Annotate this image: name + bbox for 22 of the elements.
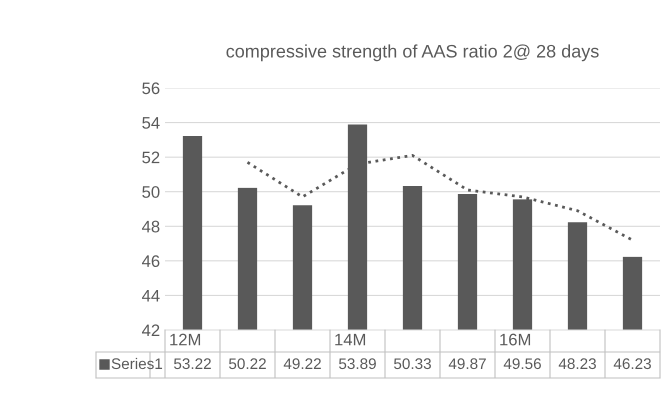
- y-tick-label: 54: [142, 117, 160, 129]
- y-tick-label: 50: [142, 186, 160, 198]
- y-tick-label: 52: [142, 152, 160, 164]
- y-tick-label: 56: [142, 82, 160, 94]
- data-label: 49.56: [504, 358, 541, 370]
- x-tick-label: 16M: [500, 334, 530, 346]
- data-label: 50.22: [228, 358, 266, 370]
- y-tick-label: 44: [142, 290, 160, 302]
- data-label: 49.22: [284, 358, 321, 370]
- data-label: 46.23: [614, 358, 651, 370]
- data-label: 53.89: [338, 358, 376, 370]
- legend-label: Series1: [112, 358, 162, 370]
- data-label: 50.33: [394, 358, 431, 370]
- data-label: 49.87: [448, 358, 486, 370]
- data-label: 53.22: [174, 358, 211, 370]
- x-tick-label: 12M: [170, 334, 200, 346]
- y-tick-label: 42: [142, 324, 160, 336]
- x-tick-label: 14M: [335, 334, 366, 346]
- y-tick-label: 46: [142, 255, 160, 268]
- chart-title: compressive strength of AAS ratio 2@ 28 days: [226, 44, 599, 62]
- y-tick-label: 48: [142, 220, 160, 232]
- data-label: 48.23: [558, 358, 596, 370]
